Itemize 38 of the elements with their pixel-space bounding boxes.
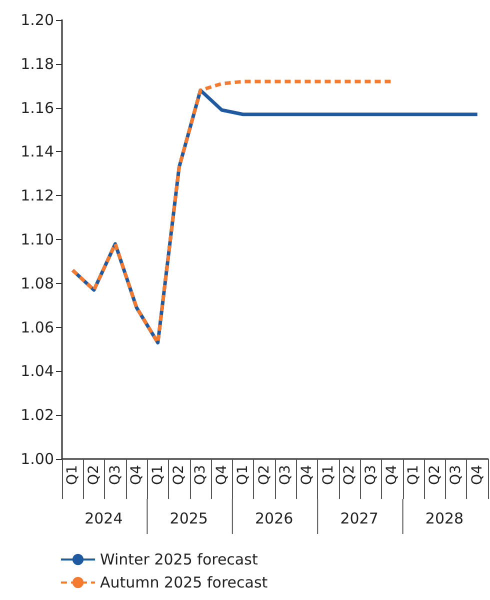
x-tick-label: Q2 (86, 465, 102, 485)
x-tick-label: Q2 (426, 465, 443, 485)
legend-label: Winter 2025 forecast (100, 550, 258, 568)
text: 2025 (170, 510, 208, 528)
text: 2026 (255, 510, 294, 528)
x-tick-label: Q1 (64, 465, 81, 485)
x-tick-label: Q3 (192, 465, 208, 485)
x-tick-label: Q4 (298, 464, 315, 485)
text: 2028 (425, 510, 464, 528)
y-tick-label: 1.16 (20, 98, 54, 117)
y-tick-label: 1.18 (20, 54, 54, 73)
x-tick-label: Q1 (320, 465, 336, 485)
y-tick-label: 1.10 (20, 230, 54, 248)
y-tick-label: 1.20 (20, 11, 54, 29)
x-tick-label: Q2 (342, 465, 358, 485)
x-tick-label: Q4 (469, 464, 486, 485)
y-tick-label: 1.08 (20, 274, 54, 292)
y-tick-label: 1.02 (20, 406, 54, 424)
legend-label: Autumn 2025 forecast (100, 574, 268, 592)
y-tick-label: 1.12 (20, 186, 54, 205)
y-tick-label: 1.00 (20, 450, 54, 468)
x-tick-label: Q1 (405, 465, 422, 485)
text: 2024 (84, 510, 123, 528)
x-tick-label: Q3 (107, 465, 124, 485)
x-tick-label: Q1 (150, 465, 166, 485)
x-tick-label: Q3 (278, 465, 294, 485)
x-tick-label: Q2 (171, 465, 188, 485)
x-tick-label: Q3 (448, 465, 464, 485)
y-tick-label: 1.06 (20, 318, 54, 336)
text: 2027 (340, 510, 378, 528)
y-tick-label: 1.04 (20, 362, 54, 380)
x-tick-label: Q4 (128, 464, 145, 485)
x-tick-label: Q4 (214, 464, 230, 485)
x-tick-label: Q1 (235, 465, 252, 485)
x-tick-label: Q4 (384, 464, 400, 485)
y-tick-label: 1.14 (20, 142, 54, 161)
x-tick-label: Q3 (362, 465, 379, 485)
x-tick-label: Q2 (256, 465, 272, 485)
